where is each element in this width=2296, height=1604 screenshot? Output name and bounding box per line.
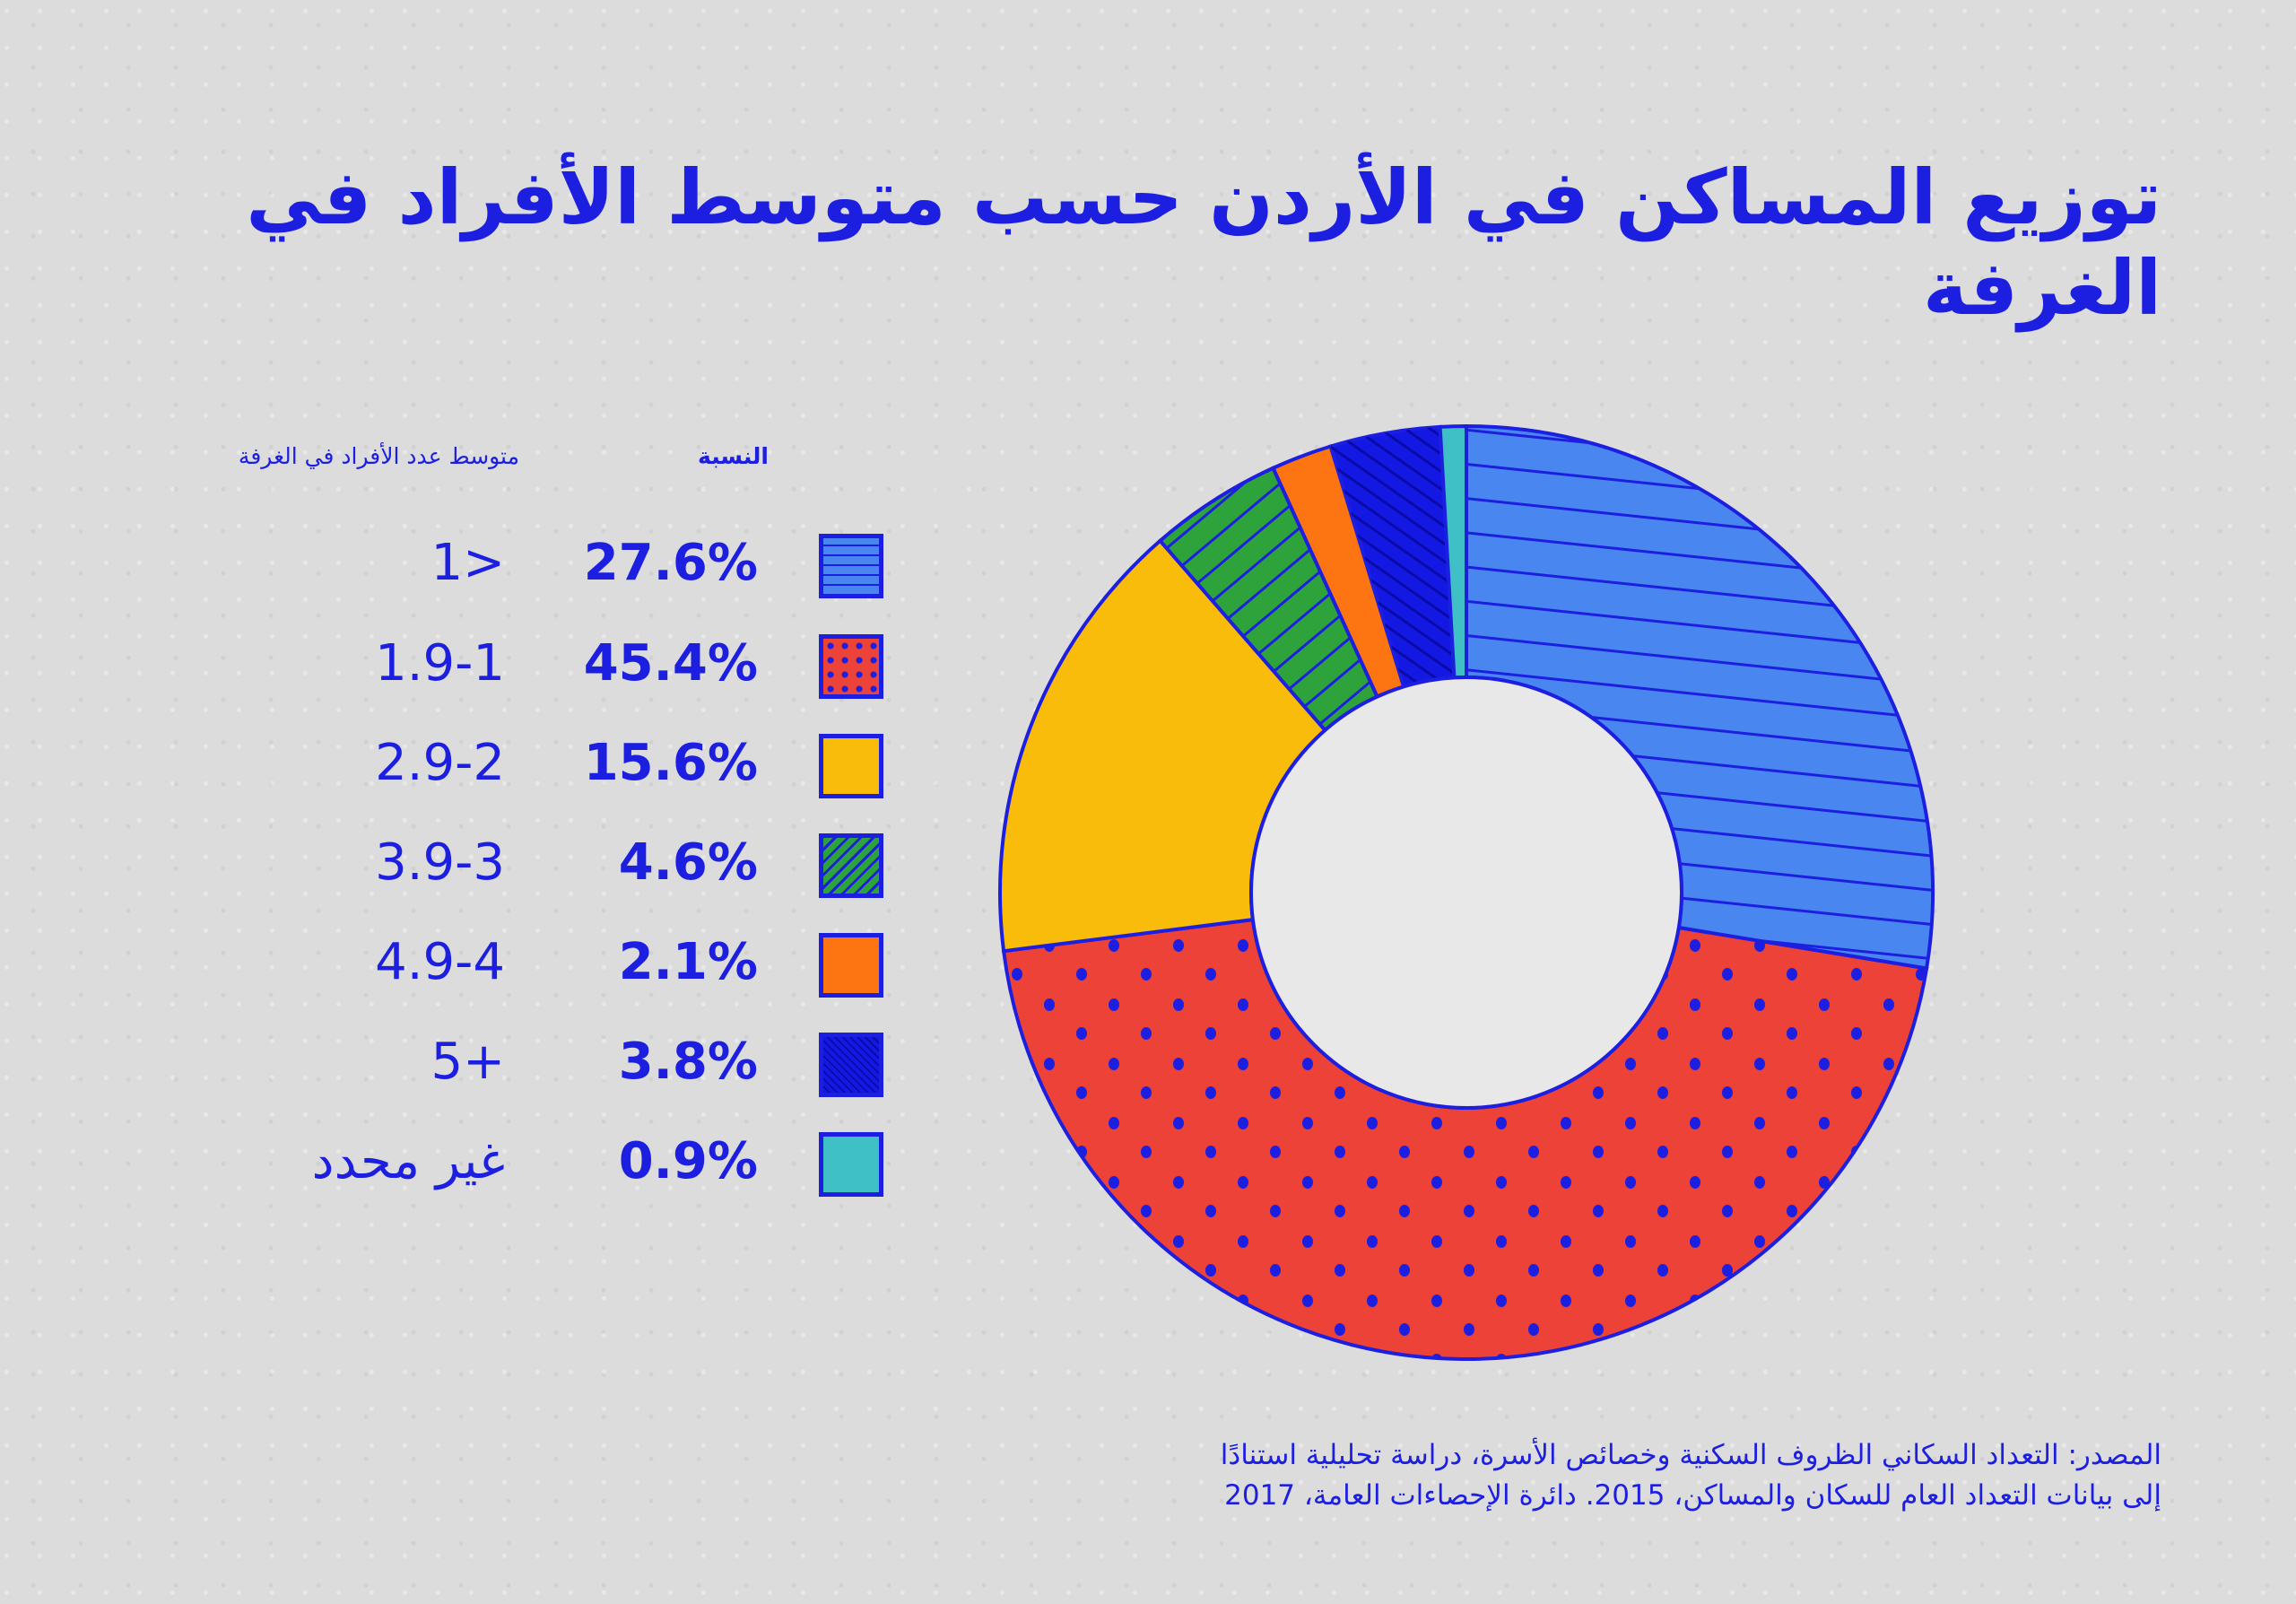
legend-category: 1> — [430, 534, 505, 592]
legend-swatch — [819, 933, 883, 998]
source-line-1: المصدر: التعداد السكاني الظروف السكنية و… — [1220, 1439, 2161, 1471]
legend-swatch — [819, 634, 883, 699]
legend-percent: 2.1% — [618, 933, 758, 991]
donut-slice-pattern — [1466, 426, 1933, 969]
legend-percent: 27.6% — [583, 534, 758, 592]
donut-chart — [998, 423, 1935, 1362]
legend-row: 3.8% 5+ — [0, 1024, 883, 1113]
legend-swatch — [819, 734, 883, 798]
legend-percent: 45.4% — [583, 634, 758, 693]
donut-hole — [1249, 676, 1683, 1110]
legend-category: 4.9-4 — [375, 933, 505, 991]
legend-row: 2.1% 4.9-4 — [0, 924, 883, 1014]
legend-row: 0.9% غير محدد — [0, 1123, 883, 1213]
legend-category: غير محدد — [311, 1132, 505, 1190]
legend-swatch — [819, 534, 883, 598]
legend-percent: 15.6% — [583, 734, 758, 792]
chart-title: توزيع المساكن في الأردن حسب متوسط الأفرا… — [246, 153, 2161, 332]
donut-slice-pattern — [1160, 467, 1378, 730]
legend-swatch — [819, 833, 883, 898]
legend-swatch — [819, 1033, 883, 1097]
source-line-2: إلى بيانات التعداد العام للسكان والمساكن… — [1224, 1478, 2161, 1512]
legend-row: 45.4% 1.9-1 — [0, 625, 883, 715]
legend-swatch — [819, 1132, 883, 1197]
legend-category: 5+ — [430, 1033, 505, 1091]
legend-percent: 4.6% — [618, 833, 758, 892]
donut-slice-pattern — [1004, 920, 1927, 1359]
legend-header-category: متوسط عدد الأفراد في الغرفة — [238, 443, 519, 469]
legend-row: 15.6% 2.9-2 — [0, 725, 883, 815]
legend-row: 4.6% 3.9-3 — [0, 824, 883, 914]
legend-percent: 0.9% — [618, 1132, 758, 1190]
legend-category: 1.9-1 — [375, 634, 505, 693]
legend-category: 2.9-2 — [375, 734, 505, 792]
donut-slice-pattern — [1330, 426, 1455, 687]
legend-header-percent: النسبة — [698, 443, 769, 469]
legend-category: 3.9-3 — [375, 833, 505, 892]
legend-percent: 3.8% — [618, 1033, 758, 1091]
legend-row: 27.6% 1> — [0, 525, 883, 615]
source-note: المصدر: التعداد السكاني الظروف السكنية و… — [996, 1435, 2161, 1516]
